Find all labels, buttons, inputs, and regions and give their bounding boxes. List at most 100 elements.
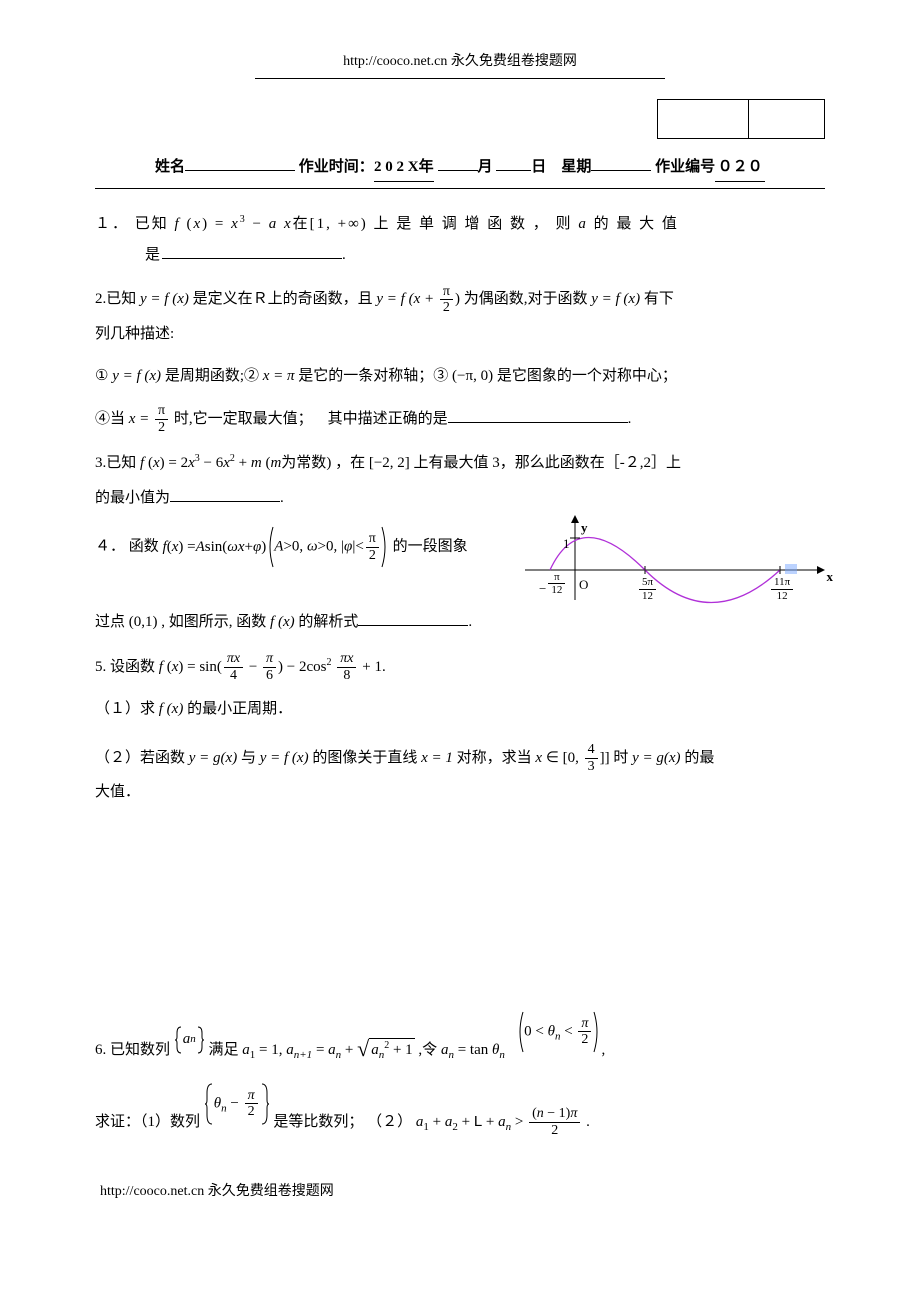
sqrt-icon: √an2 + 1	[357, 1038, 415, 1062]
q2-frac2: π2	[155, 403, 168, 435]
question-6: 6. 已知数列 an 满足 a1 = 1, an+1 = an + √an2 +…	[95, 1010, 825, 1141]
q6-dot: .	[586, 1114, 590, 1130]
q6-seq: an	[174, 1018, 205, 1062]
q4-fx: f (x)	[270, 614, 295, 630]
t3d: 12	[771, 590, 793, 602]
q2-t1: 是定义在Ｒ上的奇函数，且	[193, 291, 377, 307]
q2-xpi: x = π	[263, 368, 295, 384]
name-blank[interactable]	[185, 170, 295, 171]
q1-prefix: １． 已知	[95, 216, 175, 232]
lbrace-icon	[174, 1026, 183, 1054]
q5-part1: （１）求 f (x) 的最小正周期．	[95, 692, 825, 727]
rbrace-icon	[196, 1026, 205, 1054]
q2-np0: (−π, 0)	[452, 368, 493, 384]
q5-pre: 5. 设函数	[95, 659, 159, 675]
q1-line2: 是.	[95, 238, 825, 273]
q2-line2: 列几种描述:	[95, 317, 825, 352]
month-blank[interactable]	[438, 170, 478, 171]
q4-blank[interactable]	[358, 610, 468, 626]
origin-label: O	[579, 570, 588, 600]
x-axis-label: x	[827, 562, 834, 592]
page-container: http://cooco.net.cn 永久免费组卷搜题网 姓名 作业时间：2 …	[0, 0, 920, 1240]
q2-i4t: 时,它一定取最大值；	[170, 411, 313, 427]
form-rule	[95, 188, 825, 189]
q6-line2: 求证：（1）数列 θn − π2 是等比数列； （２） a1 + a2 + L …	[95, 1082, 825, 1140]
q5-and: 与	[237, 750, 260, 766]
hwno-label: 作业编号	[655, 159, 715, 175]
q2-t2: 为偶函数,对于函数	[464, 291, 592, 307]
q5-p1t: 的最小正周期．	[183, 701, 292, 717]
t2d: 12	[639, 590, 656, 602]
footer-url: http://cooco.net.cn 永久免费组卷搜题网	[95, 1180, 825, 1200]
t1n: π	[548, 571, 565, 584]
q5-4n: 4	[585, 742, 598, 758]
q5-lastline: 大值．	[95, 775, 825, 810]
day-label: 日	[531, 159, 546, 175]
q3-dot: .	[280, 490, 284, 506]
neg: −	[539, 581, 546, 596]
weekday-blank[interactable]	[591, 170, 651, 171]
lparen2-icon	[516, 1010, 524, 1054]
question-3: 3.已知 f (x) = 2x3 − 6x2 + m (m为常数) ，在 [−2…	[95, 446, 825, 515]
q5-pi: π	[263, 651, 276, 667]
score-cell-1	[657, 99, 748, 139]
y1-label: 1	[563, 529, 570, 559]
header-rule	[255, 78, 665, 79]
q6-cond: 0 < θn < π2	[516, 1010, 601, 1054]
q4-l2a: 过点	[95, 614, 129, 630]
q5-4: 4	[224, 668, 243, 683]
tick-11pi-12: 11π12	[769, 573, 795, 603]
q5-ygx: y = g(x)	[189, 750, 237, 766]
t1d: 12	[548, 584, 565, 596]
q3-expr: f	[140, 455, 148, 471]
q4-pi: π	[366, 531, 379, 547]
q6-np1: n+1	[294, 1049, 312, 1061]
workspace-gap	[95, 820, 825, 1000]
hwno-value: ０２０	[715, 154, 765, 182]
q2-two2: 2	[155, 420, 168, 435]
q5-p2t2: 对称，求当	[453, 750, 536, 766]
day-blank[interactable]	[496, 170, 531, 171]
q3-int: [−2, 2]	[369, 455, 410, 471]
question-2: 2.已知 y = f (x) 是定义在Ｒ上的奇函数，且 y = f (x + π…	[95, 282, 825, 436]
q3-pre: 3.已知	[95, 455, 140, 471]
q4-pre: ４． 函数	[95, 539, 163, 555]
q6-pi: π	[578, 1016, 591, 1032]
question-5: 5. 设函数 f (x) = sin(πx4 − π6) − 2cos2 πx8…	[95, 650, 825, 810]
q5-fx: f (x)	[159, 701, 184, 717]
q3-line2: 的最小值为.	[95, 481, 825, 516]
q2-yfx3: y = f (x)	[112, 368, 161, 384]
q2-i4p: ④当	[95, 411, 129, 427]
q2-xeq: x =	[129, 411, 153, 427]
q2-i1t: 是周期函数;②	[161, 368, 263, 384]
q3-mid: ，在	[335, 455, 369, 471]
q5-ygx2: y = g(x)	[632, 750, 680, 766]
q2-blank[interactable]	[448, 407, 628, 423]
q2-items-line2: ④当 x = π2 时,它一定取最大值； 其中描述正确的是.	[95, 402, 825, 437]
q5-6: 6	[263, 668, 276, 683]
q4-pt: (0,1)	[129, 614, 158, 630]
question-1: １． 已知 f (x) = x3 − a x在[1, +∞) 上 是 单 调 增…	[95, 207, 825, 272]
q5-part2: （２）若函数 y = g(x) 与 y = f (x) 的图像关于直线 x = …	[95, 741, 825, 776]
q1-blank[interactable]	[162, 243, 342, 259]
question-4: y x 1 O −π12 5π12 11π12 ４． 函数 f (x) = As…	[95, 525, 825, 640]
q2-t3: 有下	[644, 291, 674, 307]
q2-items-line1: ① y = f (x) 是周期函数;② x = π 是它的一条对称轴；③ (−π…	[95, 359, 825, 394]
form-line: 姓名 作业时间：2 0 2 X年 月 日 星期 作业编号０２０	[95, 154, 825, 182]
q2-dot: .	[628, 411, 632, 427]
q4-2: 2	[366, 548, 379, 563]
q2-pre: 2.已知	[95, 291, 140, 307]
q4-l2b: , 如图所示, 函数	[158, 614, 271, 630]
q5-p2t3: ] 时	[605, 750, 633, 766]
q1-math: f	[175, 216, 187, 232]
time-label: 作业时间：	[299, 159, 374, 175]
q6-2: 2	[578, 1032, 591, 1047]
q3-blank[interactable]	[170, 486, 280, 502]
q6-pi2: π	[245, 1088, 258, 1104]
q2-i2t: 是它的一条对称轴；③	[295, 368, 453, 384]
y-axis-label: y	[581, 513, 588, 543]
q6-l2t1: 是等比数列； （２）	[273, 1114, 412, 1130]
q4-line2: 过点 (0,1) , 如图所示, 函数 f (x) 的解析式.	[95, 605, 825, 640]
q5-p1: + 1.	[358, 659, 385, 675]
q3-min: 的最小值为	[95, 490, 170, 506]
